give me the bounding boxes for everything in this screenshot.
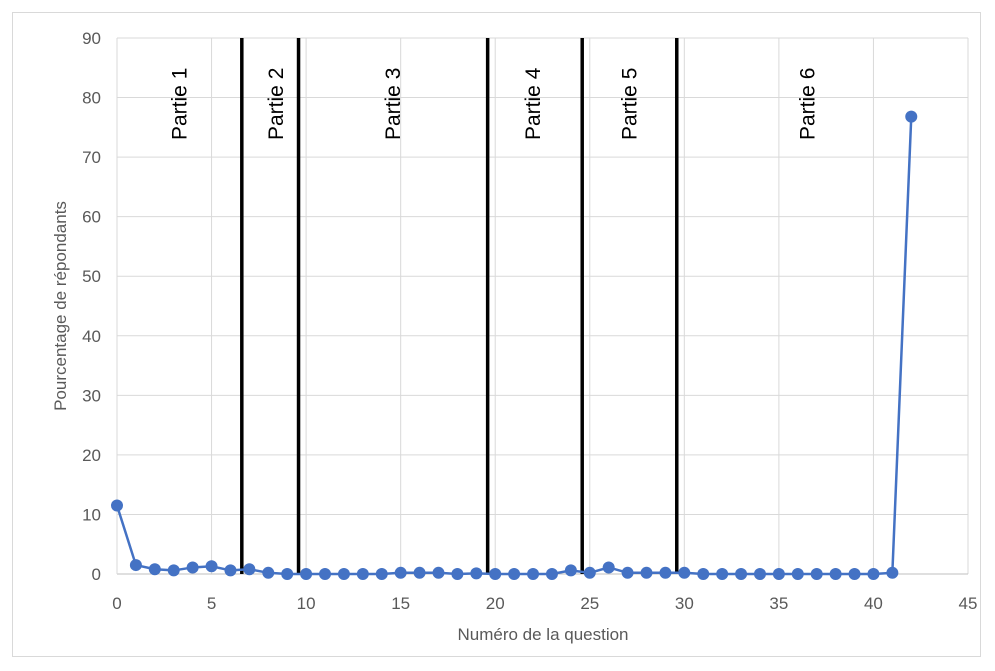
- data-point: [772, 568, 785, 580]
- section-label: Partie 1: [168, 68, 191, 140]
- data-point: [319, 568, 332, 580]
- data-point: [716, 568, 729, 580]
- data-point: [848, 568, 861, 580]
- x-tick-label: 15: [391, 594, 410, 613]
- data-point: [735, 568, 748, 580]
- data-point: [905, 110, 918, 123]
- data-point: [659, 566, 672, 579]
- data-point: [810, 568, 823, 580]
- data-point: [129, 559, 142, 572]
- data-point: [564, 564, 577, 577]
- x-tick-label: 0: [112, 594, 121, 613]
- data-point: [697, 568, 710, 580]
- x-tick-label: 5: [207, 594, 216, 613]
- data-point: [451, 568, 464, 580]
- x-axis-label: Numéro de la question: [457, 625, 628, 644]
- data-point: [621, 566, 634, 579]
- data-point: [186, 561, 199, 574]
- y-tick-label: 70: [82, 148, 101, 167]
- section-label: Partie 4: [522, 67, 545, 140]
- y-tick-label: 80: [82, 89, 101, 108]
- data-point: [489, 568, 502, 580]
- section-label: Partie 6: [796, 68, 819, 140]
- data-point: [545, 568, 558, 580]
- data-point: [753, 568, 766, 580]
- data-point: [640, 566, 653, 579]
- y-tick-label: 10: [82, 505, 101, 524]
- data-point: [375, 568, 388, 580]
- data-point: [886, 566, 899, 579]
- data-point: [167, 564, 180, 577]
- x-tick-label: 20: [486, 594, 505, 613]
- x-tick-label: 35: [769, 594, 788, 613]
- data-point: [791, 568, 804, 580]
- data-point: [300, 568, 313, 580]
- data-point: [413, 566, 426, 579]
- section-label: Partie 3: [382, 68, 405, 140]
- grid-lines: [117, 37, 969, 574]
- data-point: [829, 568, 842, 580]
- data-point: [224, 564, 237, 577]
- series-path: [115, 116, 913, 576]
- chart-frame: [12, 12, 981, 657]
- data-point: [243, 563, 256, 576]
- x-tick-label: 25: [580, 594, 599, 613]
- data-point: [111, 499, 123, 512]
- y-axis-label: Pourcentage de répondants: [51, 201, 70, 411]
- data-point: [470, 567, 483, 580]
- data-point: [262, 566, 275, 579]
- section-labels: Partie 1 Partie 2 Partie 3 Partie 4 Partie 5…: [168, 67, 819, 140]
- y-tick-label: 30: [82, 386, 101, 405]
- data-point: [356, 568, 369, 580]
- y-tick-label: 0: [92, 565, 101, 584]
- y-tick-label: 40: [82, 327, 101, 346]
- x-tick-label: 45: [959, 594, 978, 613]
- y-tick-label: 90: [82, 29, 101, 48]
- data-point: [205, 560, 218, 573]
- data-point: [281, 568, 294, 580]
- x-tick-label: 40: [864, 594, 883, 613]
- data-point: [527, 568, 540, 580]
- data-point: [678, 566, 691, 579]
- data-point: [583, 566, 596, 579]
- x-tick-label: 30: [675, 594, 694, 613]
- y-tick-label: 60: [82, 208, 101, 227]
- data-point: [508, 568, 521, 580]
- y-tick-label: 50: [82, 267, 101, 286]
- data-point: [337, 568, 350, 580]
- section-separators: [240, 38, 679, 574]
- data-point: [432, 566, 445, 579]
- y-tick-label: 20: [82, 446, 101, 465]
- x-tick-label: 10: [297, 594, 316, 613]
- data-point: [602, 561, 615, 574]
- data-point: [148, 563, 161, 576]
- section-label: Partie 5: [618, 68, 641, 140]
- data-point: [867, 568, 880, 580]
- series-line: [111, 110, 918, 580]
- data-point: [394, 566, 407, 579]
- section-label: Partie 2: [265, 68, 288, 140]
